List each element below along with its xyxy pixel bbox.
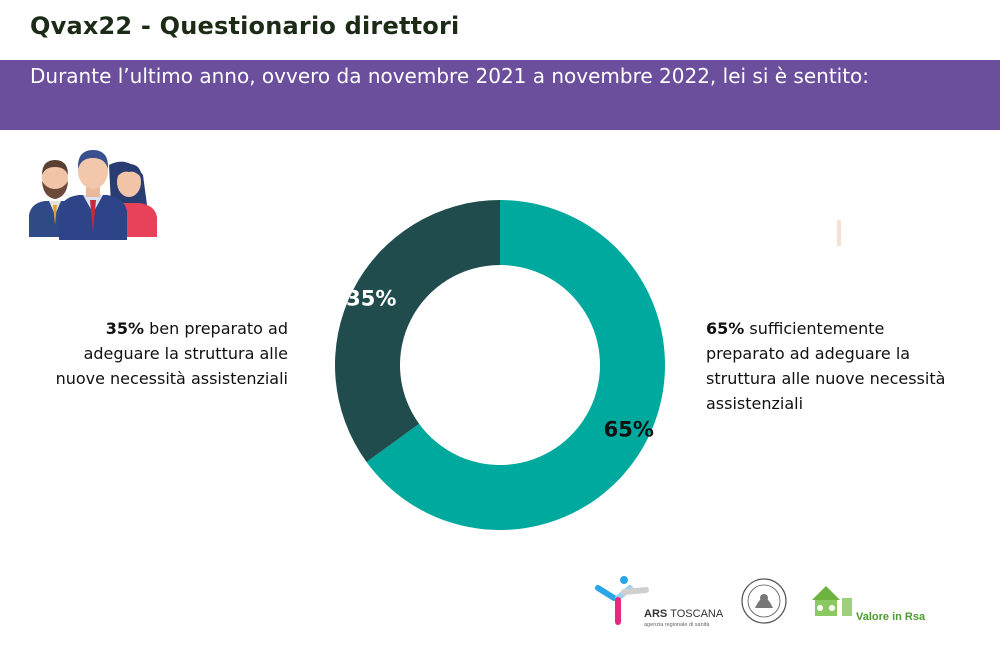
annotation-left-text: ben preparato ad adeguare la struttura a… bbox=[55, 319, 288, 388]
question-text: Durante l’ultimo anno, ovvero da novembr… bbox=[30, 64, 870, 88]
page-title: Qvax22 - Questionario direttori bbox=[30, 12, 460, 40]
donut-chart: 65% 35% bbox=[335, 200, 665, 530]
ars-name-bold: ARS bbox=[644, 608, 667, 620]
annotation-right-pct: 65% bbox=[706, 319, 745, 338]
people-group-icon bbox=[29, 150, 157, 240]
valore-in-rsa-logo: Valore in Rsa bbox=[812, 586, 926, 623]
slice-value-label-1: 35% bbox=[346, 286, 396, 310]
decorative-bar bbox=[837, 220, 841, 246]
ars-subtitle: agenzia regionale di sanità bbox=[644, 622, 710, 628]
question-banner bbox=[0, 60, 1000, 130]
university-seal-logo bbox=[741, 578, 787, 624]
rsa-name: Valore in Rsa bbox=[856, 611, 926, 623]
annotation-left: 35% ben preparato ad adeguare la struttu… bbox=[50, 316, 288, 391]
ars-name: TOSCANA bbox=[670, 608, 724, 620]
logos-strip: ARS TOSCANA agenzia regionale di sanità V… bbox=[595, 576, 926, 628]
annotation-right: 65% sufficientemente preparato ad adegua… bbox=[706, 316, 966, 416]
annotation-right-text: sufficientemente preparato ad adeguare l… bbox=[706, 319, 946, 413]
ars-toscana-logo: ARS TOSCANA agenzia regionale di sanità bbox=[595, 576, 724, 628]
donut-slice-1 bbox=[335, 200, 500, 462]
slice-value-label-0: 65% bbox=[604, 418, 654, 442]
donut-slice-0 bbox=[366, 200, 665, 530]
annotation-left-pct: 35% bbox=[105, 319, 144, 338]
